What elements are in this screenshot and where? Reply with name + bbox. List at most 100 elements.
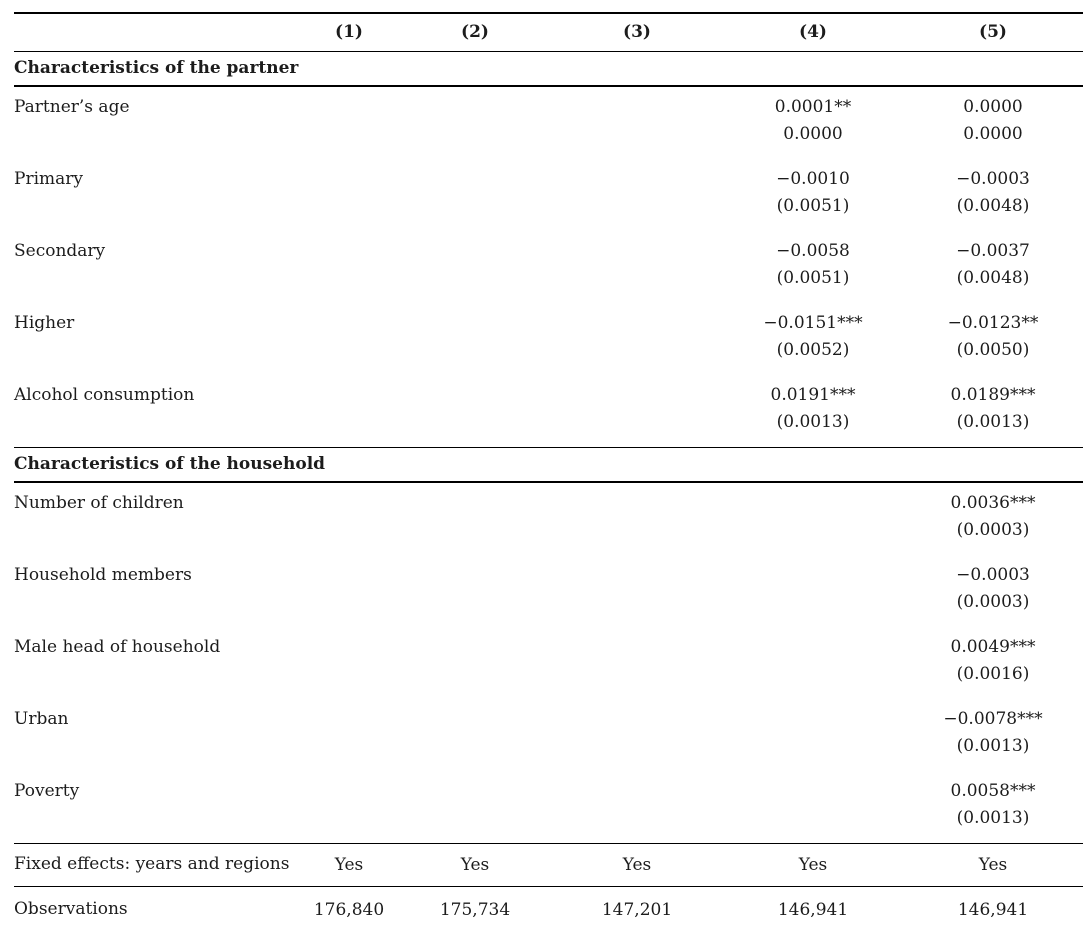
empty-cell — [551, 627, 723, 699]
observations-value: 175,734 — [399, 886, 551, 926]
coefficient-value: −0.0123** — [947, 313, 1039, 333]
coefficient-cell: −0.0010 (0.0051) — [723, 159, 903, 231]
observations-row: Observations 176,840 175,734 147,201 146… — [14, 886, 1083, 926]
empty-cell — [299, 375, 399, 448]
row-label: Higher — [14, 313, 75, 333]
empty-cell — [723, 555, 903, 627]
row-label: Partner’s age — [14, 97, 130, 117]
row-label: Urban — [14, 709, 69, 729]
row-label: Number of children — [14, 493, 184, 513]
empty-cell — [551, 231, 723, 303]
table-row-secondary: Secondary −0.0058 (0.0051) −0.0037 (0.00… — [14, 231, 1083, 303]
standard-error: 0.0000 — [783, 124, 843, 144]
row-label: Alcohol consumption — [14, 385, 195, 405]
coefficient-cell: −0.0003 (0.0003) — [903, 555, 1083, 627]
table-row-number-of-children: Number of children 0.0036*** (0.0003) — [14, 482, 1083, 555]
empty-cell — [551, 699, 723, 771]
observations-value: 146,941 — [723, 886, 903, 926]
section-title-partner: Characteristics of the partner — [14, 51, 1083, 87]
standard-error: (0.0050) — [956, 340, 1030, 360]
coefficient-value: −0.0010 — [776, 169, 850, 189]
standard-error: (0.0048) — [956, 268, 1030, 288]
empty-cell — [723, 699, 903, 771]
fixed-effects-value: Yes — [903, 843, 1083, 887]
row-label: Male head of household — [14, 637, 221, 657]
column-header-2: (2) — [399, 13, 551, 52]
fixed-effects-value: Yes — [399, 843, 551, 887]
fixed-effects-row: Fixed effects: years and regions Yes Yes… — [14, 843, 1083, 887]
observations-value: 176,840 — [299, 886, 399, 926]
coefficient-value: −0.0003 — [956, 169, 1030, 189]
coefficient-cell: 0.0001** 0.0000 — [723, 86, 903, 159]
header-empty-cell — [14, 13, 299, 52]
table-row-partners-age: Partner’s age 0.0001** 0.0000 0.0000 0.0… — [14, 86, 1083, 159]
coefficient-value: −0.0151*** — [763, 313, 863, 333]
coefficient-value: 0.0001** — [774, 97, 852, 117]
column-header-1: (1) — [299, 13, 399, 52]
standard-error: (0.0051) — [776, 268, 850, 288]
empty-cell — [399, 771, 551, 844]
table-row-male-head-of-household: Male head of household 0.0049*** (0.0016… — [14, 627, 1083, 699]
standard-error: (0.0003) — [956, 592, 1030, 612]
coefficient-value: 0.0049*** — [950, 637, 1036, 657]
row-label: Poverty — [14, 781, 80, 801]
column-header-5: (5) — [903, 13, 1083, 52]
standard-error: (0.0013) — [956, 412, 1030, 432]
coefficient-cell: −0.0151*** (0.0052) — [723, 303, 903, 375]
column-header-3: (3) — [551, 13, 723, 52]
standard-error: (0.0013) — [956, 808, 1030, 828]
coefficient-value: 0.0189*** — [950, 385, 1036, 405]
empty-cell — [399, 699, 551, 771]
standard-error: (0.0048) — [956, 196, 1030, 216]
coefficient-value: −0.0058 — [776, 241, 850, 261]
empty-cell — [551, 482, 723, 555]
fixed-effects-value: Yes — [551, 843, 723, 887]
empty-cell — [551, 159, 723, 231]
empty-cell — [551, 86, 723, 159]
coefficient-value: 0.0036*** — [950, 493, 1036, 513]
empty-cell — [299, 771, 399, 844]
standard-error: (0.0003) — [956, 520, 1030, 540]
empty-cell — [299, 699, 399, 771]
empty-cell — [551, 555, 723, 627]
standard-error: (0.0013) — [956, 736, 1030, 756]
empty-cell — [551, 303, 723, 375]
empty-cell — [723, 627, 903, 699]
empty-cell — [299, 303, 399, 375]
section-title-row: Characteristics of the household — [14, 447, 1083, 483]
empty-cell — [299, 86, 399, 159]
coefficient-cell: −0.0078*** (0.0013) — [903, 699, 1083, 771]
regression-table: (1) (2) (3) (4) (5) Characteristics of t… — [14, 12, 1083, 926]
fixed-effects-value: Yes — [723, 843, 903, 887]
row-label: Primary — [14, 169, 83, 189]
section-title-household: Characteristics of the household — [14, 447, 1083, 483]
empty-cell — [299, 627, 399, 699]
standard-error: (0.0052) — [776, 340, 850, 360]
empty-cell — [299, 482, 399, 555]
coefficient-value: −0.0078*** — [943, 709, 1043, 729]
empty-cell — [399, 159, 551, 231]
empty-cell — [399, 86, 551, 159]
empty-cell — [399, 375, 551, 448]
empty-cell — [723, 482, 903, 555]
row-label: Observations — [14, 886, 299, 926]
coefficient-cell: 0.0049*** (0.0016) — [903, 627, 1083, 699]
empty-cell — [399, 231, 551, 303]
empty-cell — [399, 303, 551, 375]
coefficient-cell: −0.0037 (0.0048) — [903, 231, 1083, 303]
coefficient-cell: −0.0058 (0.0051) — [723, 231, 903, 303]
coefficient-value: −0.0003 — [956, 565, 1030, 585]
coefficient-cell: 0.0000 0.0000 — [903, 86, 1083, 159]
coefficient-value: 0.0191*** — [770, 385, 856, 405]
table-row-urban: Urban −0.0078*** (0.0013) — [14, 699, 1083, 771]
fixed-effects-value: Yes — [299, 843, 399, 887]
column-header-row: (1) (2) (3) (4) (5) — [14, 13, 1083, 52]
row-label: Fixed effects: years and regions — [14, 843, 299, 887]
empty-cell — [399, 555, 551, 627]
empty-cell — [551, 375, 723, 448]
observations-value: 147,201 — [551, 886, 723, 926]
table-row-household-members: Household members −0.0003 (0.0003) — [14, 555, 1083, 627]
coefficient-value: 0.0000 — [963, 97, 1023, 117]
table-row-higher: Higher −0.0151*** (0.0052) −0.0123** (0.… — [14, 303, 1083, 375]
coefficient-cell: 0.0036*** (0.0003) — [903, 482, 1083, 555]
